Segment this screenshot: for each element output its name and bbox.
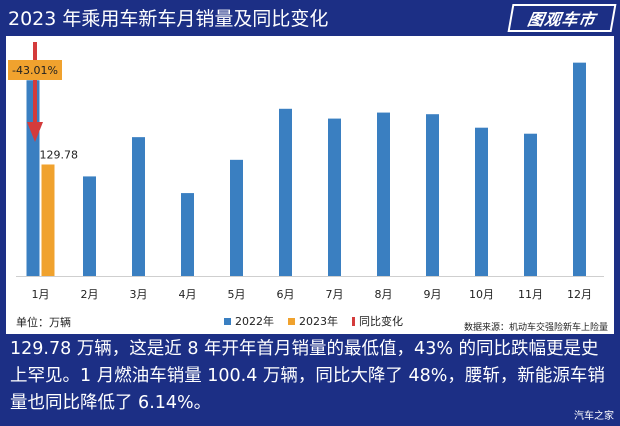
legend-item-yoy: 同比变化 <box>352 313 403 329</box>
bar-2022-2 <box>83 176 96 276</box>
data-source: 数据来源：机动车交强险新车上险量 <box>463 323 608 333</box>
x-tick-label: 1月 <box>32 288 50 301</box>
yoy-label-box <box>8 60 62 80</box>
x-tick-label: 4月 <box>179 288 197 301</box>
x-tick-label: 6月 <box>277 288 295 301</box>
bar-2022-4 <box>181 193 194 276</box>
legend-swatch-yoy <box>352 316 355 326</box>
x-tick-label: 5月 <box>228 288 246 301</box>
page-title: 2023 年乘用车新车月销量及同比变化 <box>8 8 329 30</box>
data-label: 129.78 <box>40 148 79 161</box>
x-tick-label: 12月 <box>567 288 592 301</box>
x-tick-label: 10月 <box>469 288 494 301</box>
bar-2022-10 <box>475 127 488 276</box>
legend-label-2022: 2022年 <box>235 315 274 328</box>
legend-label-2023: 2023年 <box>299 315 338 328</box>
unit-label: 单位：万辆 <box>16 316 71 329</box>
bar-2022-11 <box>524 133 537 276</box>
bar-2023-1 <box>41 164 55 276</box>
legend-swatch-2022 <box>224 317 231 325</box>
yoy-arrow-head <box>27 122 43 142</box>
legend-label-yoy: 同比变化 <box>359 315 403 328</box>
chart-panel: 1月 2月 3月 4月 5月 6月 7月 8月 9月 10月 11月 12月 129.78 -43.01%… <box>6 36 614 334</box>
x-tick-label: 3月 <box>130 288 148 301</box>
chart-legend: 2022年 2023年 同比变化 <box>224 313 403 329</box>
watermark-logo: 汽车之家 <box>574 411 614 422</box>
yoy-label: -43.01% <box>12 64 58 77</box>
bar-chart: 1月 2月 3月 4月 5月 6月 7月 8月 9月 10月 11月 12月 129.78 -43.01% <box>8 42 604 301</box>
bar-2022-6 <box>279 108 292 276</box>
x-tick-label: 2月 <box>81 288 99 301</box>
caption-text: 129.78 万辆，这是近 8 年开年首月销量的最低值，43% 的同比跌幅更是史… <box>10 339 605 413</box>
x-tick-label: 11月 <box>518 288 543 301</box>
legend-item-2022: 2022年 <box>224 313 274 329</box>
bar-2022-12 <box>573 62 586 276</box>
legend-item-2023: 2023年 <box>288 313 338 329</box>
x-tick-label: 8月 <box>375 288 393 301</box>
brand-logo: 图观车市 <box>507 4 617 32</box>
x-tick-label: 7月 <box>326 288 344 301</box>
x-tick-label: 9月 <box>424 288 442 301</box>
bar-2022-3 <box>132 137 145 276</box>
bar-2022-9 <box>426 114 439 277</box>
legend-swatch-2023 <box>288 317 295 325</box>
bar-2022-5 <box>230 159 243 276</box>
bar-2022-8 <box>377 112 390 277</box>
bar-2022-7 <box>328 118 341 276</box>
